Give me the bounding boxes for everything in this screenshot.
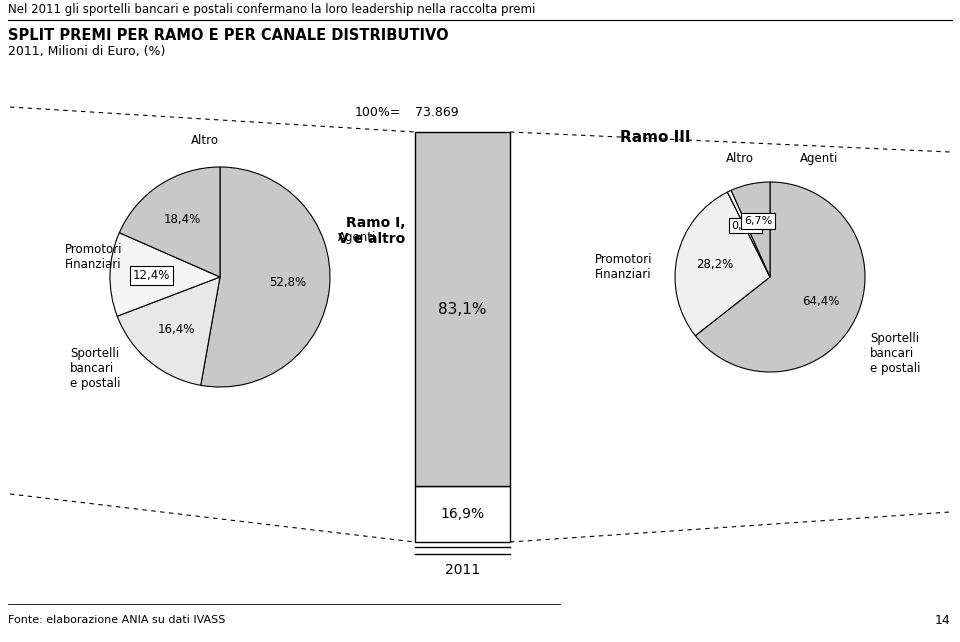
- Text: Agenti: Agenti: [800, 152, 838, 165]
- Text: Promotori
Finanziari: Promotori Finanziari: [65, 243, 123, 271]
- Bar: [415, 132, 510, 486]
- Bar: [415, 486, 510, 542]
- Wedge shape: [119, 167, 220, 277]
- Text: Altro: Altro: [191, 134, 219, 147]
- Text: Ramo III: Ramo III: [620, 130, 690, 144]
- Text: Fonte: elaborazione ANIA su dati IVASS: Fonte: elaborazione ANIA su dati IVASS: [8, 615, 226, 625]
- Text: 64,4%: 64,4%: [803, 295, 840, 308]
- Text: Nel 2011 gli sportelli bancari e postali confermano la loro leadership nella rac: Nel 2011 gli sportelli bancari e postali…: [8, 3, 536, 15]
- Text: Sportelli
bancari
e postali: Sportelli bancari e postali: [870, 332, 921, 375]
- Text: 73.869: 73.869: [415, 105, 459, 119]
- Wedge shape: [728, 190, 770, 277]
- Wedge shape: [675, 192, 770, 336]
- Text: 0,7%: 0,7%: [732, 220, 759, 230]
- Text: Agenti: Agenti: [338, 230, 376, 243]
- Text: Altro: Altro: [726, 152, 754, 165]
- Wedge shape: [110, 232, 220, 317]
- Text: 2011, Milioni di Euro, (%): 2011, Milioni di Euro, (%): [8, 44, 165, 58]
- Wedge shape: [695, 182, 865, 372]
- Text: 52,8%: 52,8%: [270, 277, 306, 290]
- Text: 14: 14: [934, 614, 950, 627]
- Text: 16,4%: 16,4%: [157, 323, 195, 336]
- Text: 28,2%: 28,2%: [696, 258, 733, 271]
- Text: 16,9%: 16,9%: [441, 507, 485, 521]
- Text: Promotori
Finanziari: Promotori Finanziari: [595, 253, 653, 281]
- Wedge shape: [201, 167, 330, 387]
- Text: 6,7%: 6,7%: [744, 216, 772, 226]
- Text: 18,4%: 18,4%: [164, 213, 202, 227]
- Text: 100%=: 100%=: [355, 105, 401, 119]
- Wedge shape: [732, 182, 770, 277]
- Text: Ramo I,
V e altro: Ramo I, V e altro: [338, 216, 405, 247]
- Text: 12,4%: 12,4%: [133, 269, 171, 282]
- Text: Sportelli
bancari
e postali: Sportelli bancari e postali: [70, 347, 121, 390]
- Wedge shape: [117, 277, 220, 385]
- Text: 83,1%: 83,1%: [439, 302, 487, 317]
- Text: 2011: 2011: [444, 563, 480, 577]
- Text: SPLIT PREMI PER RAMO E PER CANALE DISTRIBUTIVO: SPLIT PREMI PER RAMO E PER CANALE DISTRI…: [8, 28, 448, 44]
